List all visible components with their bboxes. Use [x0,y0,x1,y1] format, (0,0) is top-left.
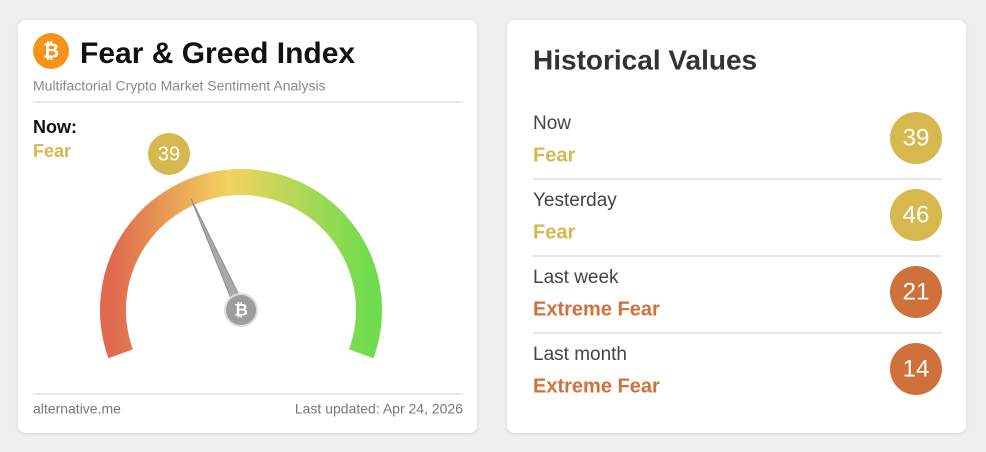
needle-hub [224,293,258,327]
row-label: Now [533,113,571,134]
row-classification: Extreme Fear [533,298,660,320]
row-value: 21 [903,278,930,305]
now-label: Now: [33,117,77,137]
row-badge [890,189,942,241]
card-title: Fear & Greed Index [80,37,355,70]
row-classification: Fear [533,144,575,166]
source: alternative.me [33,401,121,417]
value-badge-text: 39 [158,143,180,165]
gauge-arc [100,169,382,359]
row-badge [890,343,942,395]
row-value: 46 [903,201,930,228]
subtitle: Multifactorial Crypto Market Sentiment A… [33,78,326,94]
hub-symbol: ₿ [234,300,248,319]
history-card [507,20,966,433]
row-badge [890,266,942,318]
row-label: Yesterday [533,190,617,211]
value-badge [148,133,190,175]
last-updated: Last updated: Apr 24, 2026 [295,401,463,417]
row-label: Last month [533,344,627,365]
row-label: Last week [533,267,619,288]
now-classification: Fear [33,141,71,161]
gauge-needle: ₿ [190,198,258,327]
bitcoin-icon [33,33,69,69]
bitcoin-symbol: ₿ [43,40,59,62]
row-value: 39 [903,124,930,151]
row-badge [890,112,942,164]
row-value: 14 [903,355,930,382]
row-classification: Fear [533,221,575,243]
history-title: Historical Values [533,44,757,75]
row-classification: Extreme Fear [533,375,660,397]
